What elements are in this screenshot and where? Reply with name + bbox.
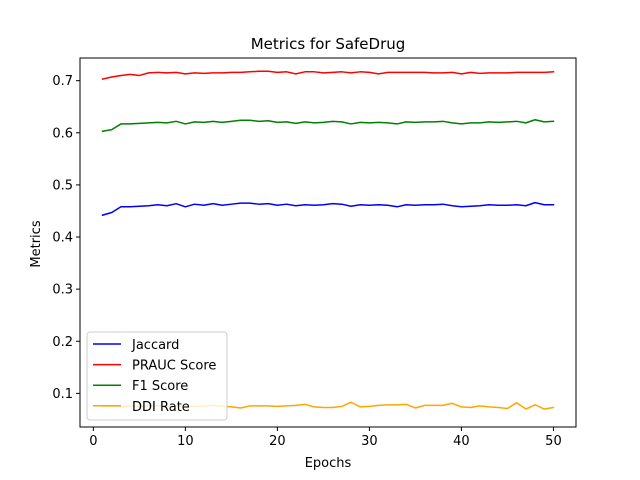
legend-label-prauc-score: PRAUC Score [132,359,216,374]
x-tick-label: 50 [545,434,562,449]
x-axis-label: Epochs [305,456,352,471]
y-axis-label: Metrics [29,220,44,267]
legend-box [86,331,228,421]
series-line-prauc-score [101,70,555,81]
x-tick-label: 30 [361,434,378,449]
x-tick-label: 0 [89,434,97,449]
y-tick-label: 0.6 [52,126,73,141]
series-line-jaccard [101,201,555,217]
y-tick-label: 0.4 [52,231,73,246]
chart-title: Metrics for SafeDrug [251,35,406,53]
series-line-f1-score [101,119,555,133]
y-tick-label: 0.7 [52,74,73,89]
x-tick-label: 20 [269,434,286,449]
legend: Jaccard PRAUC Score F1 Score DDI Rate [86,331,228,421]
y-tick-label: 0.2 [52,335,73,350]
x-tick-label: 10 [177,434,194,449]
legend-label-jaccard: Jaccard [131,338,179,353]
legend-label-ddi-rate: DDI Rate [132,400,190,415]
axes-frame [79,57,577,428]
y-tick-label: 0.3 [52,283,73,298]
axes-layer: 0 10 20 30 40 50 0.1 0.2 0.3 0.4 0.5 0.6 0.7 [52,57,577,449]
x-tick-label: 40 [453,434,470,449]
y-tick-label: 0.1 [52,387,73,402]
y-tick-label: 0.5 [52,178,73,193]
legend-label-f1-score: F1 Score [132,379,188,394]
